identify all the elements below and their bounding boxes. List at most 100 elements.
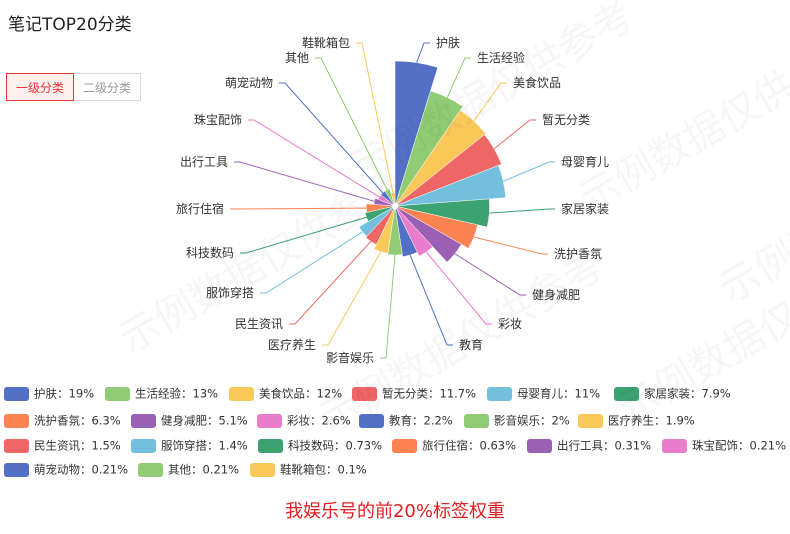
slice-label: 美食饮品 <box>513 75 561 90</box>
legend-label: 生活经验：13% <box>135 386 219 401</box>
label-leader-line <box>248 119 380 198</box>
legend-swatch <box>4 462 29 477</box>
label-leader-line <box>279 82 384 194</box>
legend-label: 美食饮品：12% <box>259 386 343 401</box>
slice-label: 萌宠动物 <box>225 75 273 90</box>
rose-slice[interactable] <box>390 192 396 204</box>
legend-label: 教育：2.2% <box>389 413 453 428</box>
legend-label: 旅行住宿：0.63% <box>422 438 517 453</box>
slice-label: 其他 <box>285 51 309 65</box>
legend-label: 健身减肥：5.1% <box>161 413 248 428</box>
label-leader-line <box>240 216 367 254</box>
legend-label: 影音娱乐：2% <box>494 413 570 428</box>
legend-item[interactable]: 教育：2.2% <box>359 412 453 428</box>
tab-level-2[interactable]: 二级分类 <box>74 73 142 101</box>
legend-swatch <box>614 386 639 401</box>
slice-label: 鞋靴箱包 <box>302 35 350 50</box>
legend-item[interactable]: 洗护香氛：6.3% <box>4 412 121 428</box>
slice-label: 出行工具 <box>180 155 228 169</box>
legend-item[interactable]: 暂无分类：11.7% <box>352 385 476 401</box>
label-leader-line <box>473 82 507 122</box>
legend-swatch <box>131 413 156 428</box>
legend-item[interactable]: 家居家装：7.9% <box>614 385 731 401</box>
legend-swatch <box>229 386 254 401</box>
slice-label: 暂无分类 <box>542 113 590 127</box>
legend-item[interactable]: 彩妆：2.6% <box>257 412 351 428</box>
slice-label: 医疗养生 <box>268 337 316 352</box>
label-leader-line <box>416 42 430 63</box>
legend-swatch <box>578 413 603 428</box>
legend-label: 其他：0.21% <box>168 462 240 477</box>
legend-label: 珠宝配饰：0.21% <box>692 438 787 453</box>
legend-label: 彩妆：2.6% <box>287 413 351 428</box>
label-leader-line <box>409 254 453 346</box>
label-leader-line <box>446 57 471 98</box>
slice-label: 教育 <box>459 337 483 352</box>
legend-label: 家居家装：7.9% <box>644 386 731 401</box>
legend-swatch <box>131 438 156 453</box>
legend-item[interactable]: 美食饮品：12% <box>229 385 342 401</box>
legend-swatch <box>258 438 283 453</box>
label-leader-line <box>425 251 492 325</box>
legend-item[interactable]: 民生资讯：1.5% <box>4 437 121 453</box>
legend-swatch <box>105 386 130 401</box>
legend-label: 护肤：19% <box>34 386 95 401</box>
label-leader-line <box>260 231 363 294</box>
legend-item[interactable]: 护肤：19% <box>4 385 94 401</box>
label-leader-line <box>380 255 396 359</box>
legend-item[interactable]: 鞋靴箱包：0.1% <box>250 461 367 477</box>
legend-item[interactable]: 生活经验：13% <box>105 385 218 401</box>
legend-swatch <box>138 462 163 477</box>
slice-label: 服饰穿搭 <box>206 285 254 300</box>
slice-label: 生活经验 <box>477 50 525 65</box>
legend-label: 母婴育儿：11% <box>517 386 601 401</box>
label-leader-line <box>356 42 394 193</box>
label-leader-line <box>230 207 367 210</box>
legend-label: 医疗养生：1.9% <box>608 413 695 428</box>
legend-item[interactable]: 珠宝配饰：0.21% <box>662 437 786 453</box>
legend-item[interactable]: 医疗养生：1.9% <box>578 412 695 428</box>
legend-item[interactable]: 影音娱乐：2% <box>464 412 570 428</box>
legend-swatch <box>352 386 377 401</box>
label-leader-line <box>322 251 382 346</box>
legend-swatch <box>4 413 29 428</box>
legend-label: 鞋靴箱包：0.1% <box>280 462 367 477</box>
category-tabs: 一级分类 二级分类 <box>6 73 142 101</box>
legend-item[interactable]: 母婴育儿：11% <box>487 385 600 401</box>
legend-swatch <box>4 438 29 453</box>
label-leader-line <box>503 161 555 182</box>
slice-label: 护肤 <box>436 35 460 50</box>
legend-item[interactable]: 萌宠动物：0.21% <box>4 461 128 477</box>
rose-chart: 护肤生活经验美食饮品暂无分类母婴育儿家居家装洗护香氛健身减肥彩妆教育影音娱乐医疗… <box>176 35 609 365</box>
legend-label: 服饰穿搭：1.4% <box>161 438 248 453</box>
legend-swatch <box>487 386 512 401</box>
slice-label: 母婴育儿 <box>561 154 609 169</box>
legend-swatch <box>250 462 275 477</box>
label-leader-line <box>315 57 388 191</box>
chart-legend: 护肤：19% 生活经验：13% 美食饮品：12% 暂无分类：11.7% 母婴育儿：11%… <box>0 385 790 481</box>
legend-swatch <box>4 386 29 401</box>
legend-item[interactable]: 旅行住宿：0.63% <box>392 437 516 453</box>
label-leader-line <box>493 119 536 150</box>
label-leader-line <box>234 161 375 202</box>
legend-item[interactable]: 健身减肥：5.1% <box>131 412 248 428</box>
slice-label: 珠宝配饰 <box>194 113 242 127</box>
legend-label: 暂无分类：11.7% <box>382 386 477 401</box>
slice-label: 科技数码 <box>186 245 234 260</box>
legend-swatch <box>257 413 282 428</box>
legend-label: 科技数码：0.73% <box>288 438 383 453</box>
legend-swatch <box>392 438 417 453</box>
legend-swatch <box>662 438 687 453</box>
legend-item[interactable]: 出行工具：0.31% <box>527 437 651 453</box>
legend-swatch <box>527 438 552 453</box>
tab-level-1[interactable]: 一级分类 <box>6 73 75 101</box>
legend-swatch <box>359 413 384 428</box>
legend-item[interactable]: 服饰穿搭：1.4% <box>131 437 248 453</box>
legend-swatch <box>464 413 489 428</box>
slice-label: 彩妆 <box>498 317 522 331</box>
legend-item[interactable]: 其他：0.21% <box>138 461 239 477</box>
slice-label: 健身减肥 <box>532 287 580 302</box>
legend-label: 萌宠动物：0.21% <box>34 462 129 477</box>
legend-item[interactable]: 科技数码：0.73% <box>258 437 382 453</box>
chart-caption: 我娱乐号的前20%标签权重 <box>284 501 505 522</box>
